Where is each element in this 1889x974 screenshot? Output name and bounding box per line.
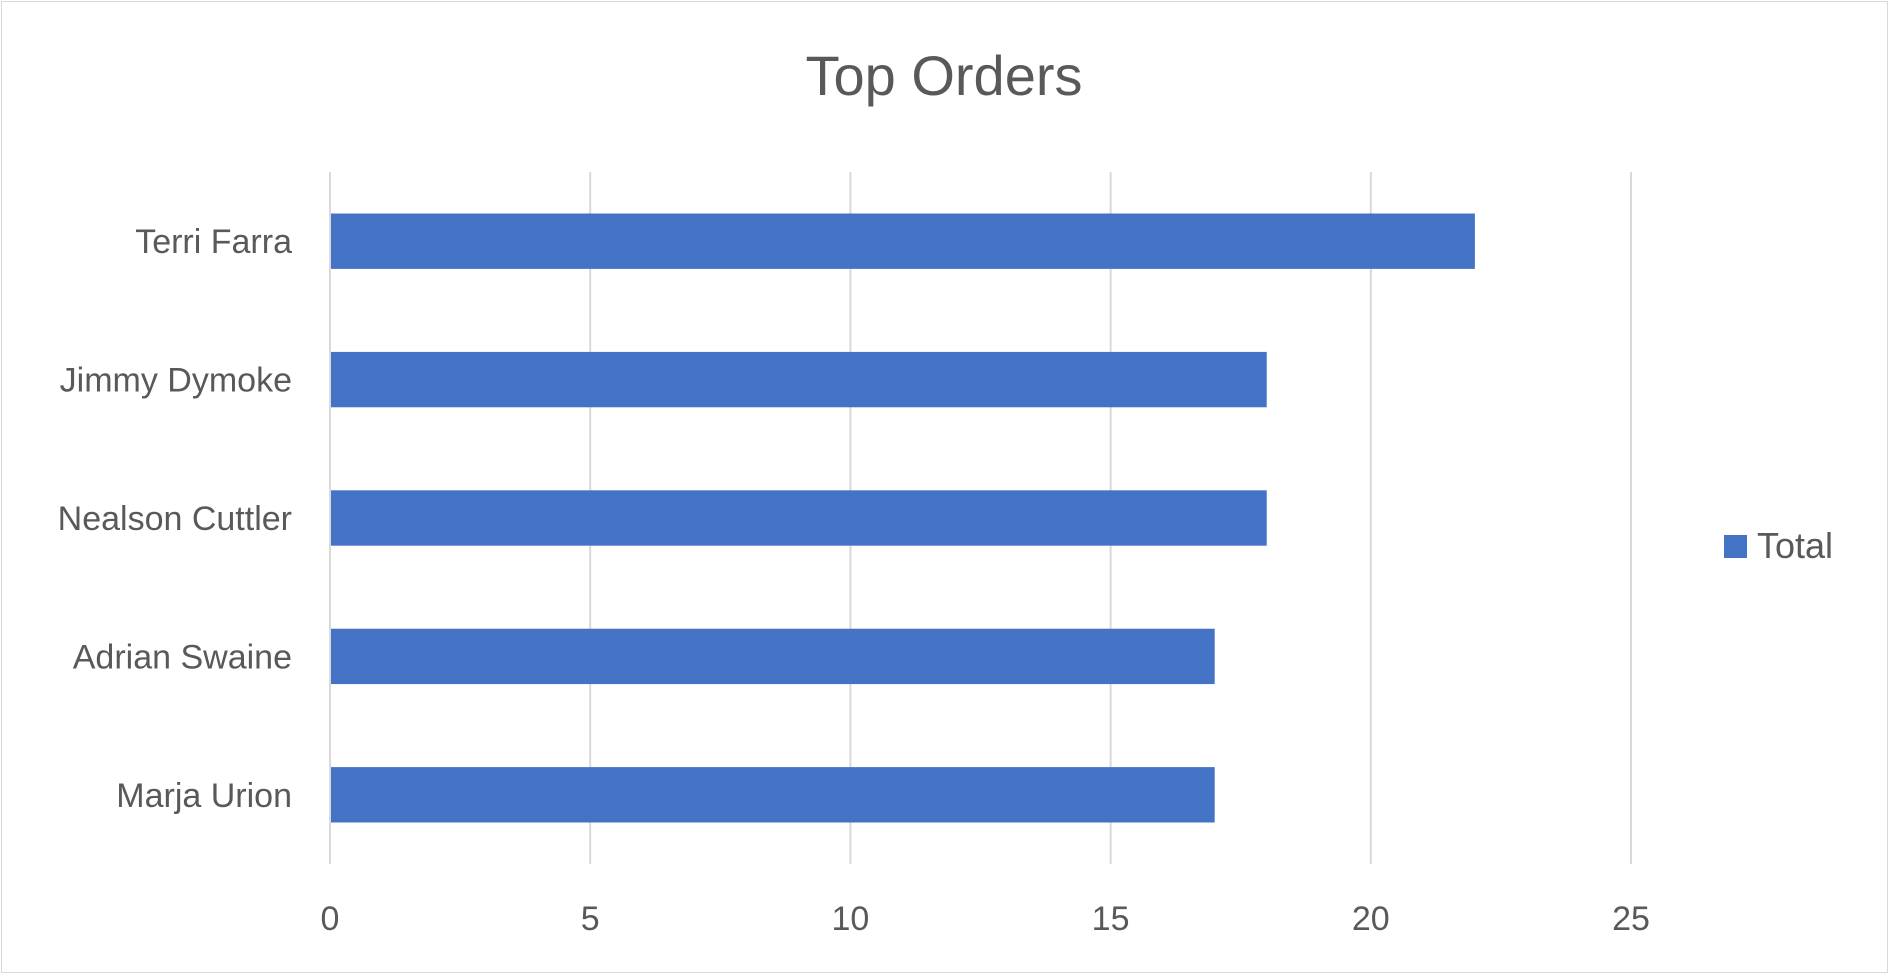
bar (331, 767, 1215, 823)
legend: Total (1724, 525, 1833, 566)
bar (331, 490, 1267, 546)
legend-swatch (1724, 535, 1747, 558)
bar (331, 213, 1475, 269)
bar (331, 628, 1215, 685)
x-axis-tick-labels: 0 5 10 15 20 25 (321, 900, 1650, 938)
category-label: Adrian Swaine (73, 638, 292, 676)
bars (331, 213, 1475, 823)
category-label: Nealson Cuttler (58, 500, 292, 538)
tick-label: 20 (1352, 900, 1390, 938)
tick-label: 10 (831, 900, 869, 938)
tick-label: 15 (1092, 900, 1130, 938)
tick-label: 5 (581, 900, 600, 938)
tick-label: 25 (1612, 900, 1650, 938)
tick-label: 0 (321, 900, 340, 938)
bar (331, 351, 1267, 408)
category-label: Marja Urion (116, 777, 292, 815)
category-labels: Terri Farra Jimmy Dymoke Nealson Cuttler Ad… (58, 223, 292, 815)
category-label: Jimmy Dymoke (60, 362, 292, 400)
gridlines (329, 172, 1632, 864)
category-label: Terri Farra (135, 223, 292, 261)
legend-label: Total (1757, 525, 1833, 566)
chart-title: Top Orders (806, 44, 1083, 107)
